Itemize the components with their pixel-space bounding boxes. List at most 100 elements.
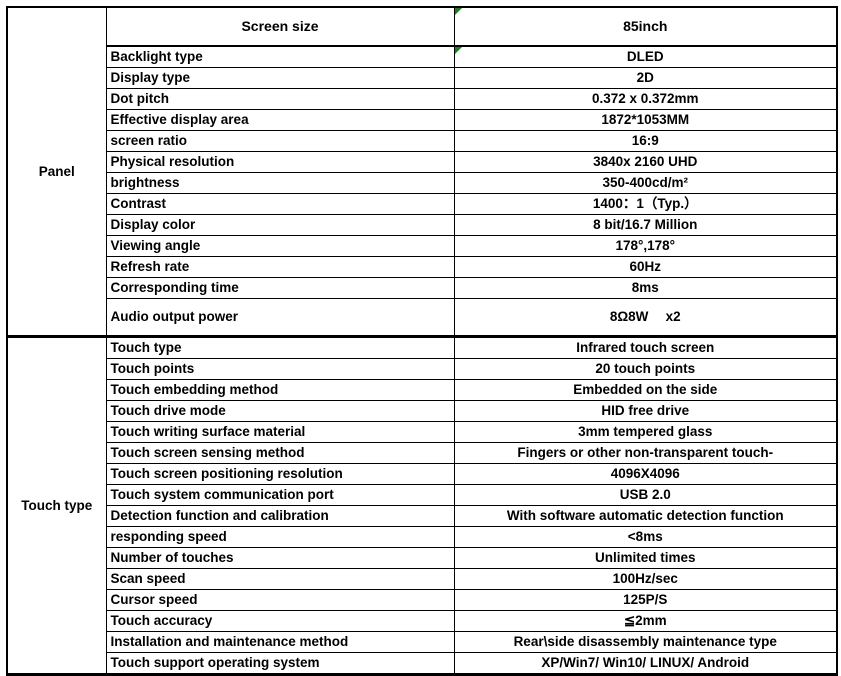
spec-row: Touch type Touch type Infrared touch scree… <box>6 335 838 675</box>
spec-value-cell: 60Hz <box>453 256 838 278</box>
spec-value-text: Unlimited times <box>594 550 696 566</box>
spec-value-cell: 4096X4096 <box>453 463 838 485</box>
spec-row: Effective display area 1872*1053MM <box>7 109 838 131</box>
spec-value-cell: USB 2.0 <box>453 484 838 506</box>
spec-value-cell: 8Ω8W x2 <box>453 298 838 337</box>
spec-label-cell: Audio output power <box>105 298 455 337</box>
spec-value-text: Fingers or other non-transparent touch- <box>517 445 774 461</box>
spec-value-text: 125P/S <box>623 592 668 608</box>
cell-corner-marker-icon <box>455 8 462 15</box>
spec-row: screen ratio 16:9 <box>7 130 838 152</box>
spec-row: Audio output power 8Ω8W x2 <box>7 298 838 337</box>
spec-label-cell: Installation and maintenance method <box>105 631 455 653</box>
spec-value-cell: 0.372 x 0.372mm <box>453 88 838 110</box>
spec-row: Touch screen sensing method Fingers or ot… <box>7 442 838 464</box>
spec-label-cell: brightness <box>105 172 455 194</box>
spec-value-cell: 20 touch points <box>453 358 838 380</box>
spec-value-cell: 16:9 <box>453 130 838 152</box>
spec-row: Touch screen positioning resolution 4096X… <box>7 463 838 485</box>
spec-row: Refresh rate 60Hz <box>7 256 838 278</box>
spec-value-text: Rear\side disassembly maintenance type <box>513 634 777 650</box>
spec-value-cell: HID free drive <box>453 400 838 422</box>
spec-value-text: Infrared touch screen <box>576 340 715 356</box>
spec-row: Touch writing surface material 3mm temper… <box>7 421 838 443</box>
spec-sheet: Panel Screen size 85inch Backlight type DLED… <box>6 6 838 676</box>
spec-row: Touch embedding method Embedded on the si… <box>7 379 838 401</box>
spec-row: brightness 350-400cd/m² <box>7 172 838 194</box>
spec-value-cell: Embedded on the side <box>453 379 838 401</box>
spec-row: Display type 2D <box>7 67 838 89</box>
spec-row: Touch support operating system XP/Win7/ W… <box>7 652 838 675</box>
spec-label-cell: Viewing angle <box>105 235 455 257</box>
spec-value-text: 3840x 2160 UHD <box>593 154 698 170</box>
spec-value-text: 4096X4096 <box>610 466 680 482</box>
spec-label-cell: Refresh rate <box>105 256 455 278</box>
spec-label-cell: Touch writing surface material <box>105 421 455 443</box>
spec-value-cell: Unlimited times <box>453 547 838 569</box>
spec-row: Touch points 20 touch points <box>7 358 838 380</box>
spec-value-text: 3mm tempered glass <box>578 424 713 440</box>
spec-value-cell: DLED <box>453 45 838 68</box>
spec-value-text: 2D <box>636 70 654 86</box>
spec-value-text: 8 bit/16.7 Million <box>593 217 698 233</box>
spec-label-cell: Touch embedding method <box>105 379 455 401</box>
spec-value-text: HID free drive <box>601 403 690 419</box>
spec-value-text: 85inch <box>623 18 668 35</box>
spec-value-text: <8ms <box>627 529 663 545</box>
spec-row: Backlight type DLED <box>7 45 838 68</box>
spec-label-cell: Touch accuracy <box>105 610 455 632</box>
spec-value-cell: Rear\side disassembly maintenance type <box>453 631 838 653</box>
spec-value-cell: 125P/S <box>453 589 838 611</box>
spec-row: Touch drive mode HID free drive <box>7 400 838 422</box>
spec-value-cell: Fingers or other non-transparent touch- <box>453 442 838 464</box>
spec-value-text: 0.372 x 0.372mm <box>591 91 699 107</box>
spec-row: Touch accuracy ≦2mm <box>7 610 838 632</box>
spec-value-text: 178°,178° <box>615 238 676 254</box>
spec-row: Installation and maintenance method Rear\… <box>7 631 838 653</box>
spec-value-cell: 1400：1（Typ.） <box>453 193 838 215</box>
spec-row: Panel Screen size 85inch <box>6 6 838 338</box>
spec-value-cell: 1872*1053MM <box>453 109 838 131</box>
spec-row: Touch system communication port USB 2.0 <box>7 484 838 506</box>
spec-value-text: USB 2.0 <box>619 487 671 503</box>
spec-value-cell: XP/Win7/ Win10/ LINUX/ Android <box>453 652 838 675</box>
spec-value-text: Embedded on the side <box>573 382 718 398</box>
spec-label-cell: Display type <box>105 67 455 89</box>
spec-value-text: XP/Win7/ Win10/ LINUX/ Android <box>541 655 750 671</box>
spec-value-text: 8Ω8W x2 <box>609 309 681 325</box>
spec-value-cell: 100Hz/sec <box>453 568 838 590</box>
spec-value-text: 100Hz/sec <box>612 571 678 587</box>
spec-table-body: Panel Screen size 85inch Backlight type DLED… <box>6 6 838 675</box>
spec-label-cell: Touch system communication port <box>105 484 455 506</box>
spec-row: Detection function and calibration With s… <box>7 505 838 527</box>
spec-row: responding speed <8ms <box>7 526 838 548</box>
category-cell: Touch type <box>6 335 107 675</box>
spec-label-cell: Touch drive mode <box>105 400 455 422</box>
spec-row: Viewing angle 178°,178° <box>7 235 838 257</box>
spec-value-text: 8ms <box>631 280 659 296</box>
spec-value-cell: 2D <box>453 67 838 89</box>
spec-value-text: DLED <box>626 49 664 65</box>
spec-label-cell: Detection function and calibration <box>105 505 455 527</box>
spec-label-cell: Cursor speed <box>105 589 455 611</box>
spec-label-cell: Display color <box>105 214 455 236</box>
spec-value-text: 16:9 <box>631 133 659 149</box>
spec-label-cell: Contrast <box>105 193 455 215</box>
spec-row: Corresponding time 8ms <box>7 277 838 299</box>
spec-value-cell: 178°,178° <box>453 235 838 257</box>
spec-label-cell: Screen size <box>105 6 455 47</box>
spec-value-cell: With software automatic detection functi… <box>453 505 838 527</box>
spec-label-cell: Number of touches <box>105 547 455 569</box>
spec-value-text: 1400：1（Typ.） <box>592 196 698 212</box>
cell-corner-marker-icon <box>455 47 462 54</box>
spec-row: Number of touches Unlimited times <box>7 547 838 569</box>
spec-row: Scan speed 100Hz/sec <box>7 568 838 590</box>
spec-value-cell: <8ms <box>453 526 838 548</box>
spec-table: Panel Screen size 85inch Backlight type DLED… <box>6 6 838 676</box>
spec-value-cell: 350-400cd/m² <box>453 172 838 194</box>
spec-value-text: 60Hz <box>629 259 661 275</box>
spec-value-cell: 3mm tempered glass <box>453 421 838 443</box>
spec-row: Display color 8 bit/16.7 Million <box>7 214 838 236</box>
spec-label-cell: Touch screen positioning resolution <box>105 463 455 485</box>
spec-label-cell: responding speed <box>105 526 455 548</box>
